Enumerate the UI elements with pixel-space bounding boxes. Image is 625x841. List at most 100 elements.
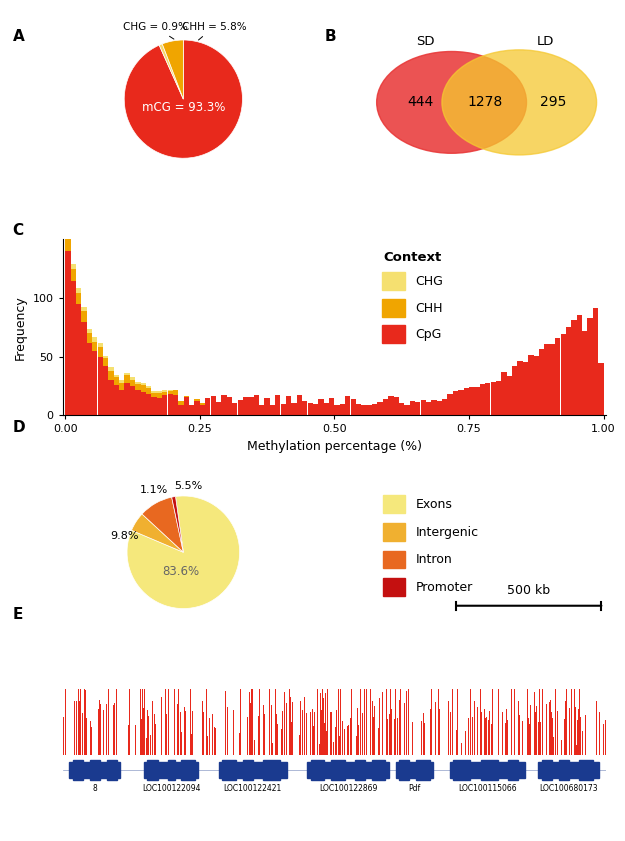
Bar	[165, 673, 166, 755]
Bar	[498, 690, 499, 755]
Bar	[168, 760, 174, 780]
Bar	[338, 669, 339, 755]
Bar	[150, 735, 151, 755]
Bar	[542, 671, 543, 755]
Bar	[177, 704, 178, 755]
Bar	[76, 293, 81, 304]
Bar	[162, 395, 168, 415]
Bar	[282, 726, 283, 755]
Bar	[383, 399, 388, 415]
Bar	[336, 710, 337, 755]
Bar	[114, 374, 119, 378]
Bar	[162, 392, 168, 395]
Bar	[98, 709, 99, 755]
Bar	[528, 718, 529, 755]
Bar	[65, 235, 71, 239]
Bar	[331, 711, 332, 755]
Bar	[69, 762, 120, 778]
Bar	[391, 712, 392, 755]
Text: B: B	[325, 29, 337, 45]
Bar	[549, 701, 550, 755]
Bar	[394, 719, 395, 755]
Bar	[453, 391, 458, 415]
Bar	[485, 718, 486, 755]
Bar	[107, 760, 117, 780]
Bar	[507, 720, 508, 755]
Bar	[456, 730, 457, 755]
Bar	[544, 345, 549, 415]
Bar	[410, 401, 415, 415]
Bar	[177, 677, 179, 755]
Bar	[408, 664, 409, 755]
Bar	[538, 762, 599, 778]
Bar	[281, 405, 286, 415]
Bar	[372, 735, 373, 755]
Bar	[447, 711, 448, 755]
Bar	[81, 311, 87, 321]
Bar	[552, 718, 553, 755]
Bar	[565, 701, 566, 755]
Text: LOC100122094: LOC100122094	[142, 785, 201, 793]
Bar	[103, 358, 108, 366]
Bar	[430, 709, 431, 755]
Bar	[340, 404, 345, 415]
Bar	[508, 760, 518, 780]
Text: Pdf: Pdf	[408, 785, 421, 793]
Bar	[439, 709, 440, 755]
Bar	[539, 665, 540, 755]
Bar	[215, 728, 216, 755]
Bar	[87, 330, 92, 333]
Text: 8: 8	[92, 785, 97, 793]
Bar	[322, 665, 323, 755]
Bar	[324, 403, 329, 415]
Bar	[65, 239, 71, 251]
Bar	[162, 390, 168, 392]
Bar	[591, 666, 592, 755]
Y-axis label: Frequency: Frequency	[14, 295, 27, 360]
Bar	[240, 683, 241, 755]
Bar	[605, 720, 606, 755]
Bar	[221, 394, 227, 415]
Bar	[333, 742, 334, 755]
Bar	[422, 712, 424, 755]
Text: 5.5%: 5.5%	[174, 481, 202, 491]
Bar	[181, 760, 195, 780]
Bar	[540, 722, 541, 755]
Bar	[275, 669, 276, 755]
Bar	[302, 400, 308, 415]
Bar	[146, 388, 151, 394]
Bar	[396, 762, 433, 778]
Bar	[269, 674, 270, 755]
Bar	[480, 666, 481, 755]
Bar	[98, 346, 103, 357]
Bar	[114, 702, 115, 755]
Bar	[98, 343, 103, 346]
Bar	[453, 760, 471, 780]
Bar	[108, 371, 114, 380]
Bar	[561, 740, 562, 755]
Bar	[157, 390, 162, 393]
Bar	[367, 405, 372, 415]
Bar	[219, 762, 287, 778]
Bar	[232, 403, 238, 415]
Wedge shape	[159, 44, 183, 99]
Bar	[114, 385, 119, 415]
Bar	[304, 696, 305, 755]
Bar	[578, 709, 579, 755]
Bar	[168, 394, 172, 415]
Bar	[373, 717, 374, 755]
Bar	[146, 738, 147, 755]
Bar	[394, 397, 399, 415]
Bar	[90, 721, 91, 755]
Bar	[406, 690, 407, 755]
Bar	[327, 679, 328, 755]
Bar	[529, 724, 530, 755]
Bar	[313, 727, 314, 755]
Bar	[130, 379, 135, 386]
Bar	[450, 762, 525, 778]
Text: CHG = 0.9%: CHG = 0.9%	[122, 22, 188, 39]
Bar	[154, 714, 155, 755]
Bar	[71, 263, 76, 269]
Bar	[452, 670, 453, 755]
Legend: Exons, Intergenic, Intron, Promoter: Exons, Intergenic, Intron, Promoter	[383, 495, 479, 596]
